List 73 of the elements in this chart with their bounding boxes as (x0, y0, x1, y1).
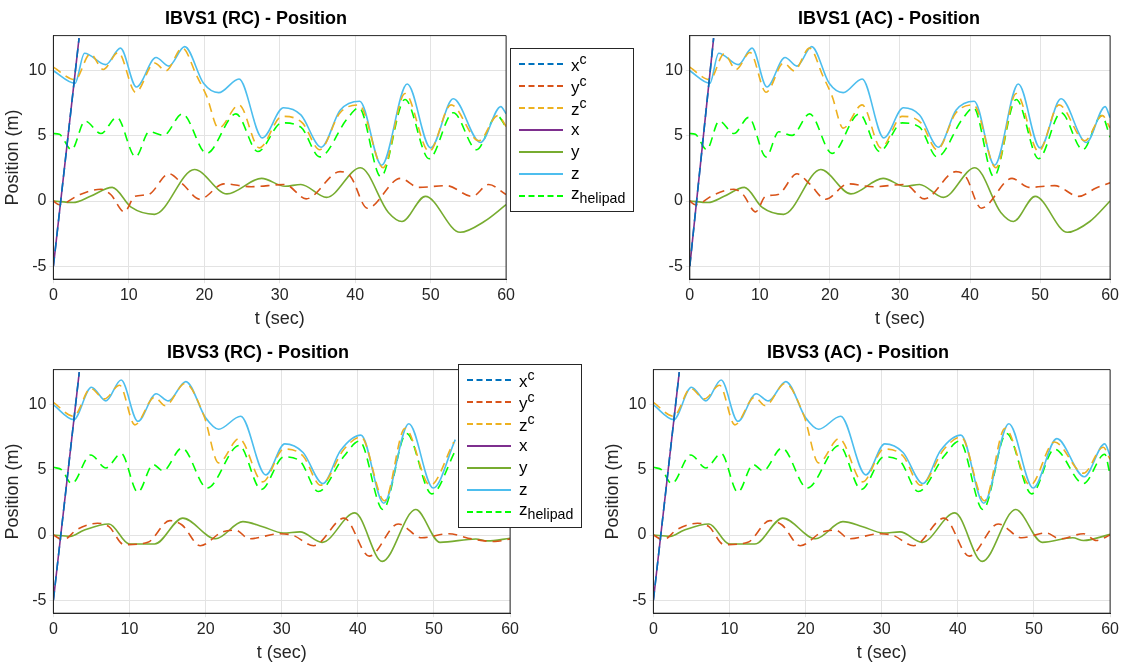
x-tick-label: 50 (425, 620, 443, 638)
legend-label: x (519, 435, 528, 456)
y-tick-label: 10 (28, 61, 47, 79)
x-tick-label: 40 (948, 620, 967, 638)
x-tick-label: 40 (346, 286, 365, 304)
x-tick-label: 60 (501, 620, 520, 638)
legend-label: z (571, 163, 580, 184)
line-series (53, 432, 457, 511)
x-tick-label: 50 (1031, 286, 1050, 304)
y-tick-label: 10 (28, 395, 47, 413)
x-tick-label: 50 (1025, 620, 1043, 638)
y-tick-label: 10 (665, 61, 683, 79)
x-tick-label: 40 (961, 286, 979, 304)
y-tick-label: 5 (37, 460, 47, 478)
y-axis-title: Position (m) (1, 443, 22, 540)
line-series (689, 170, 1111, 213)
x-axis-title: t (sec) (256, 642, 307, 663)
y-tick-label: -5 (32, 256, 47, 274)
y-tick-label: 0 (673, 191, 683, 209)
x-tick-label: 60 (1101, 620, 1120, 638)
x-tick-label: 20 (195, 286, 214, 304)
x-tick-label: 20 (196, 620, 215, 638)
x-tick-label: 60 (1101, 286, 1120, 304)
x-tick-label: 30 (891, 286, 909, 304)
x-tick-label: 0 (48, 620, 58, 638)
x-tick-label: 60 (497, 286, 516, 304)
x-tick-label: 10 (720, 620, 739, 638)
line-series (689, 166, 1111, 234)
legend-label: z$^{c}$ (519, 411, 535, 436)
x-axis-title: t (sec) (856, 642, 907, 663)
y-tick-label: 10 (628, 395, 647, 413)
legend-label: x (571, 119, 580, 140)
y-axis-title: Position (m) (1, 109, 22, 206)
x-tick-label: 10 (750, 286, 769, 304)
y-tick-label: 0 (637, 525, 647, 543)
chart-title: IBVS1 (AC) - Position (797, 7, 981, 28)
legend-label: z$^{c}$ (571, 95, 587, 120)
legend-label: z$_{helipad}$ (519, 500, 574, 523)
legend-label: y (519, 457, 528, 478)
y-tick-label: 5 (37, 126, 47, 144)
y-tick-label: 0 (37, 191, 47, 209)
x-tick-label: 20 (796, 620, 815, 638)
y-tick-label: -5 (32, 590, 47, 608)
y-tick-label: -5 (632, 590, 647, 608)
y-axis-title: Position (m) (601, 443, 622, 540)
x-tick-label: 30 (272, 620, 291, 638)
x-tick-label: 40 (348, 620, 367, 638)
legend-label: z (519, 479, 528, 500)
legend-label: y (571, 141, 580, 162)
y-tick-label: 5 (673, 126, 683, 144)
x-tick-label: 20 (821, 286, 839, 304)
chart-title: IBVS3 (AC) - Position (766, 341, 950, 362)
legend-label: y$^{c}$ (571, 73, 587, 98)
x-tick-label: 10 (119, 286, 138, 304)
y-tick-label: 0 (37, 525, 47, 543)
legend-label: x$^{c}$ (571, 51, 587, 76)
y-tick-label: -5 (668, 256, 683, 274)
x-tick-label: 0 (48, 286, 58, 304)
y-tick-label: 5 (637, 460, 647, 478)
x-axis-title: t (sec) (254, 308, 305, 329)
x-tick-label: 0 (685, 286, 695, 304)
x-tick-label: 30 (872, 620, 891, 638)
legend-label: x$^{c}$ (519, 367, 535, 392)
x-tick-label: 50 (421, 286, 440, 304)
x-tick-label: 10 (120, 620, 139, 638)
legend-label: z$_{helipad}$ (571, 184, 626, 207)
chart-title: IBVS1 (RC) - Position (164, 7, 348, 28)
legend-label: y$^{c}$ (519, 389, 535, 414)
chart-title: IBVS3 (RC) - Position (166, 341, 350, 362)
x-tick-label: 30 (270, 286, 289, 304)
x-tick-label: 0 (648, 620, 658, 638)
x-axis-title: t (sec) (874, 308, 925, 329)
line-series (689, 98, 1111, 178)
